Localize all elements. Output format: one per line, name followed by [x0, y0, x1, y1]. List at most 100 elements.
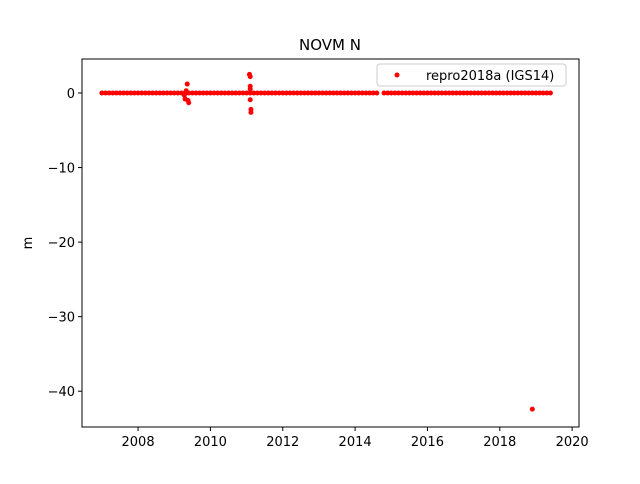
point	[439, 90, 445, 96]
point	[251, 90, 257, 96]
point	[432, 90, 438, 96]
point	[305, 90, 311, 96]
point	[247, 74, 253, 80]
y-tick-label: −10	[48, 162, 75, 177]
point	[247, 86, 253, 92]
point	[164, 90, 170, 96]
point	[493, 90, 499, 96]
point	[131, 90, 137, 96]
point	[175, 90, 181, 96]
point	[215, 90, 221, 96]
point	[511, 90, 517, 96]
x-tick-label: 2012	[266, 435, 299, 450]
point	[211, 90, 217, 96]
point	[370, 90, 376, 96]
point	[374, 90, 380, 96]
point	[443, 90, 449, 96]
legend-box	[376, 63, 567, 87]
point	[406, 90, 412, 96]
point	[222, 90, 228, 96]
point	[240, 90, 246, 96]
axes-frame	[81, 58, 580, 428]
point	[453, 90, 459, 96]
point	[341, 90, 347, 96]
point	[273, 90, 279, 96]
point	[121, 90, 127, 96]
point	[171, 90, 177, 96]
point	[388, 90, 394, 96]
point	[334, 90, 340, 96]
point	[283, 90, 289, 96]
point	[258, 90, 264, 96]
point	[428, 90, 434, 96]
point	[403, 90, 409, 96]
point	[385, 90, 391, 96]
point	[110, 90, 116, 96]
y-tick-label: −40	[48, 385, 75, 400]
point	[236, 90, 242, 96]
point	[330, 90, 336, 96]
point	[464, 90, 470, 96]
point	[356, 90, 362, 96]
point	[367, 90, 373, 96]
point	[446, 90, 452, 96]
point	[338, 90, 344, 96]
point	[291, 90, 297, 96]
point	[381, 90, 387, 96]
point	[298, 90, 304, 96]
point	[200, 90, 206, 96]
point	[269, 90, 275, 96]
point	[248, 109, 254, 115]
point	[414, 90, 420, 96]
point	[103, 90, 109, 96]
point	[482, 90, 488, 96]
point	[99, 90, 105, 96]
point	[529, 90, 535, 96]
point	[500, 90, 506, 96]
chart-title: NOVM N	[299, 36, 361, 54]
point	[106, 90, 112, 96]
point	[207, 90, 213, 96]
point	[504, 90, 510, 96]
point	[320, 90, 326, 96]
point	[352, 90, 358, 96]
point	[508, 90, 514, 96]
point	[247, 97, 253, 103]
point	[547, 90, 553, 96]
legend-label: repro2018a (IGS14)	[426, 69, 554, 84]
point	[193, 90, 199, 96]
point	[113, 90, 119, 96]
point	[312, 90, 318, 96]
point	[189, 90, 195, 96]
point	[150, 90, 156, 96]
y-axis-label: m	[21, 237, 36, 250]
point	[254, 90, 260, 96]
point	[218, 90, 224, 96]
point	[497, 90, 503, 96]
x-tick-label: 2008	[122, 435, 155, 450]
point	[540, 90, 546, 96]
point	[526, 90, 532, 96]
y-tick-label: −20	[48, 236, 75, 251]
point	[424, 90, 430, 96]
point	[450, 90, 456, 96]
point	[153, 90, 159, 96]
point	[410, 90, 416, 96]
point	[399, 90, 405, 96]
point	[537, 90, 543, 96]
point	[359, 90, 365, 96]
point	[247, 90, 253, 96]
point	[309, 90, 315, 96]
point	[139, 90, 145, 96]
point	[490, 90, 496, 96]
plot-area	[99, 71, 553, 412]
point	[479, 90, 485, 96]
point	[197, 90, 203, 96]
x-tick-label: 2018	[483, 435, 516, 450]
point	[262, 90, 268, 96]
point	[515, 90, 521, 96]
point	[475, 90, 481, 96]
point	[146, 90, 152, 96]
point	[117, 90, 123, 96]
point	[461, 90, 467, 96]
